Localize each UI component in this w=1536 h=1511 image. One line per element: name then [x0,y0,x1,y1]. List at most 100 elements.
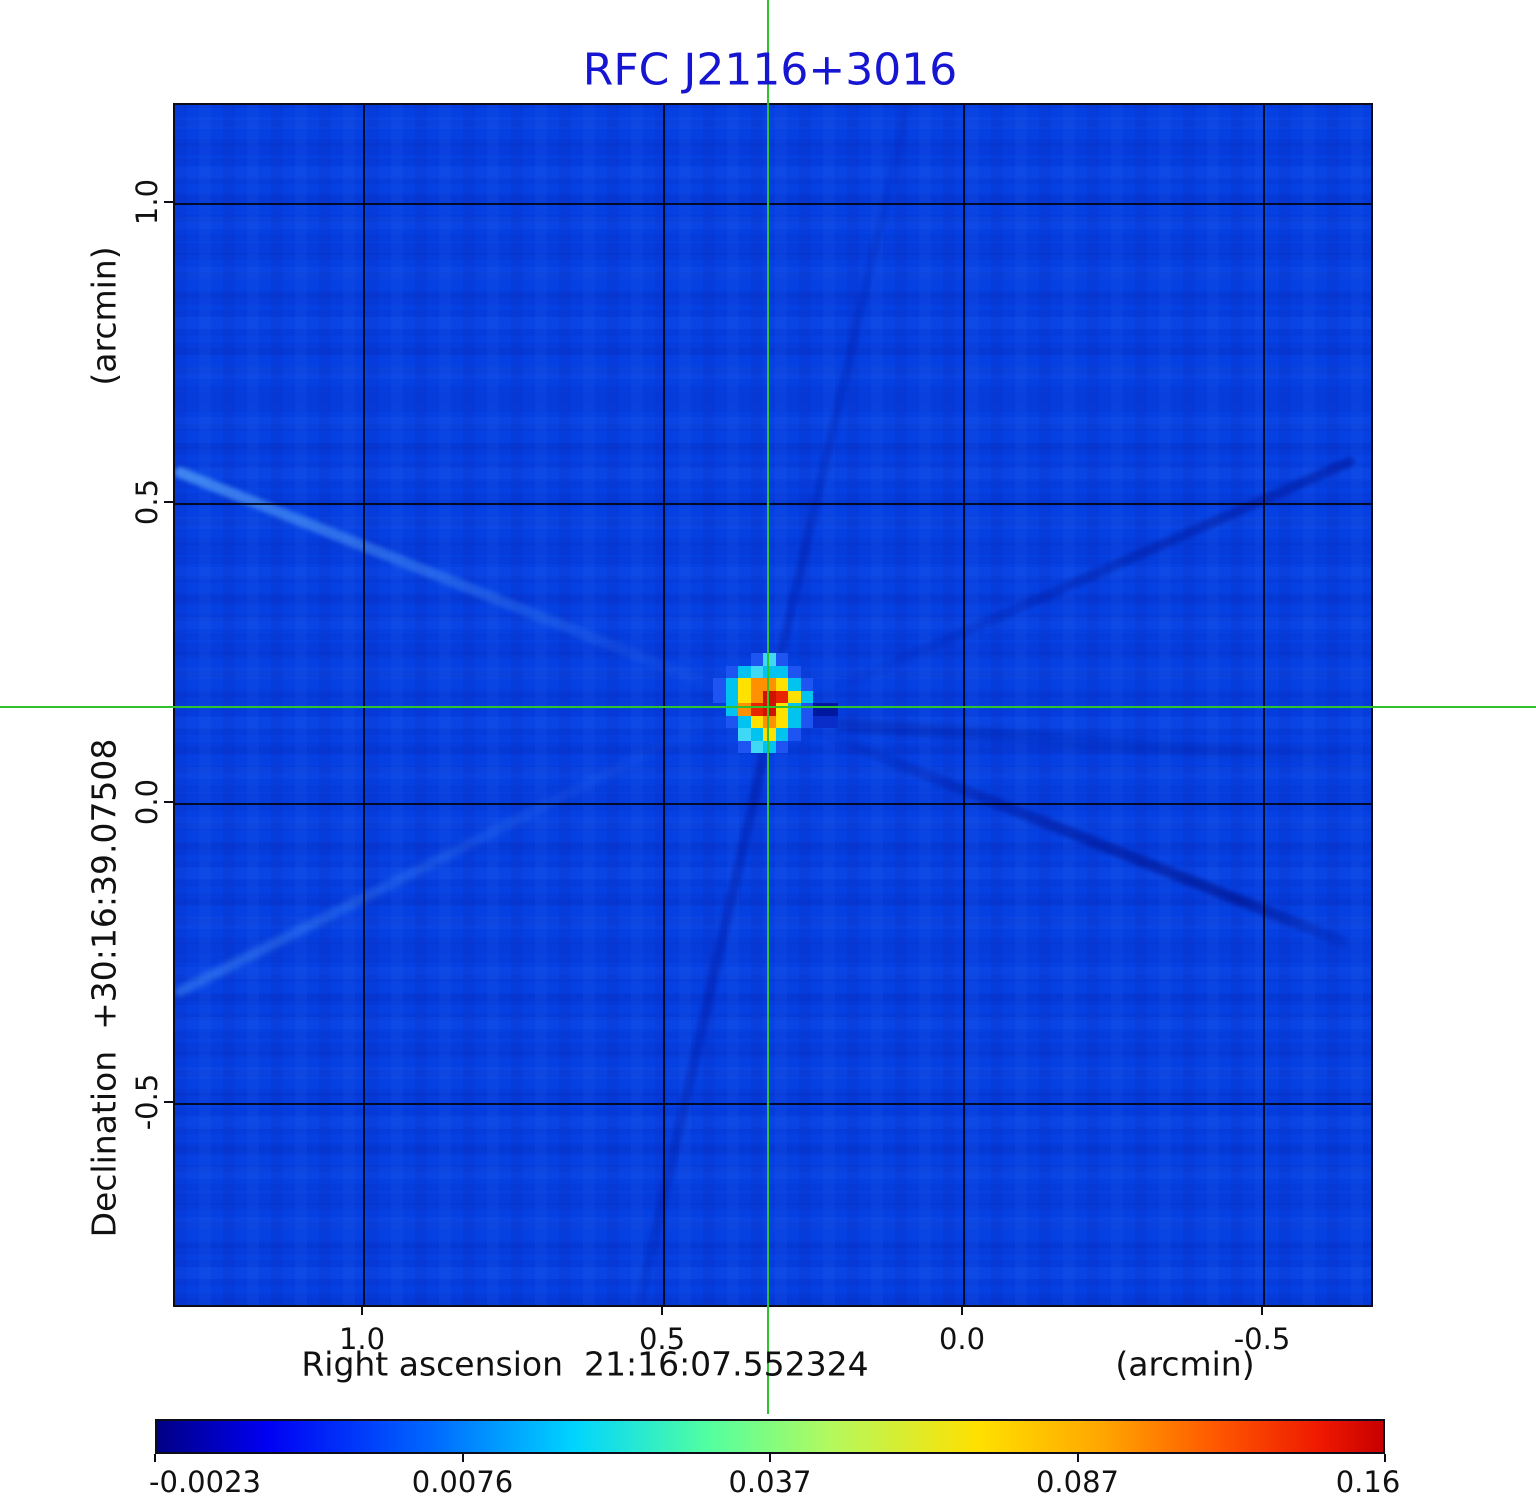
x-tick-label: 0.5 [638,1322,686,1356]
colorbar-tick-mark [1384,1454,1386,1462]
source-pixel [725,715,738,728]
x-axis-label: Right ascension 21:16:07.552324 [301,1344,869,1384]
source-pixel [775,653,788,666]
x-gridline [1263,105,1265,1305]
source-pixel [775,665,788,678]
y-tick-mark [164,201,173,203]
source-pixel [725,678,738,691]
source-blob [713,653,838,753]
source-pixel [763,715,776,728]
y-tick-label: 0.0 [130,778,164,826]
source-pixel [775,740,788,753]
y-tick-label: 0.5 [130,478,164,526]
y-gridline [175,203,1371,205]
source-pixel [763,665,776,678]
source-pixel [763,703,776,716]
source-pixel [813,715,826,728]
y-tick-mark [164,501,173,503]
source-pixel [788,715,801,728]
x-gridline [963,105,965,1305]
source-pixel [750,728,763,741]
x-tick-label: 0.0 [938,1322,986,1356]
source-pixel [825,703,838,716]
y-axis-unit-label: (arcmin) [84,246,124,386]
source-pixel [750,653,763,666]
source-pixel [750,665,763,678]
y-tick-label: -0.5 [130,1073,164,1131]
source-pixel [725,690,738,703]
source-pixel [800,678,813,691]
colorbar-tick-mark [461,1454,464,1462]
source-pixel [763,728,776,741]
source-pixel [800,690,813,703]
source-pixel [750,715,763,728]
x-gridline [663,105,665,1305]
source-pixel [750,678,763,691]
source-pixel [738,665,751,678]
x-tick-mark [961,1307,963,1315]
source-pixel [775,728,788,741]
source-pixel [788,690,801,703]
sidelobe-ray-lower-left [175,708,730,999]
source-pixel [738,740,751,753]
source-pixel [738,703,751,716]
colorbar-tick-label: 0.0076 [411,1465,514,1499]
source-pixel [788,703,801,716]
y-gridline [175,503,1371,505]
x-tick-label: -0.5 [1233,1322,1291,1356]
source-pixel [813,703,826,716]
y-gridline [175,803,1371,805]
source-pixel [763,690,776,703]
x-axis-unit-label: (arcmin) [1115,1344,1255,1384]
colorbar [155,1419,1385,1454]
source-pixel [738,690,751,703]
source-pixel [725,703,738,716]
source-pixel [788,678,801,691]
y-gridline [175,1103,1371,1105]
x-tick-mark [1261,1307,1263,1315]
chart-title: RFC J2116+3016 [582,44,958,96]
source-pixel [800,715,813,728]
source-pixel [825,715,838,728]
source-pixel [763,653,776,666]
y-tick-mark [164,1101,173,1103]
x-tick-label: 1.0 [338,1322,386,1356]
source-pixel [750,703,763,716]
source-pixel [800,703,813,716]
sidelobe-ray-upper-right [802,455,1356,707]
plot-area [173,103,1373,1307]
x-tick-mark [661,1307,663,1315]
sidelobe-ray-upper-left [175,465,744,703]
colorbar-tick-label: -0.0023 [149,1465,261,1499]
source-pixel [788,665,801,678]
colorbar-tick-label: 0.037 [728,1465,812,1499]
source-pixel [775,690,788,703]
y-tick-mark [164,801,173,803]
source-pixel [713,678,726,691]
source-pixel [763,740,776,753]
source-pixel [775,715,788,728]
colorbar-tick-mark [769,1454,771,1462]
x-tick-mark [361,1307,363,1315]
sidelobe-ray-down-left [609,748,770,1305]
source-pixel [725,665,738,678]
colorbar-tick-label: 0.16 [1335,1465,1401,1499]
source-pixel [738,728,751,741]
source-pixel [750,690,763,703]
source-pixel [713,690,726,703]
source-pixel [763,678,776,691]
colorbar-tick-mark [1076,1454,1079,1462]
source-pixel [788,728,801,741]
colorbar-tick-mark [154,1454,156,1462]
x-gridline [363,105,365,1305]
source-pixel [750,740,763,753]
source-pixel [775,678,788,691]
source-pixel [738,715,751,728]
source-pixel [775,703,788,716]
sidelobe-band-right [834,717,1371,771]
source-pixel [738,678,751,691]
y-axis-label: Declination +30:16:39.07508 [84,738,124,1238]
sidelobe-ray-up-right [770,105,924,681]
crosshair-horizontal-line [0,706,1536,708]
